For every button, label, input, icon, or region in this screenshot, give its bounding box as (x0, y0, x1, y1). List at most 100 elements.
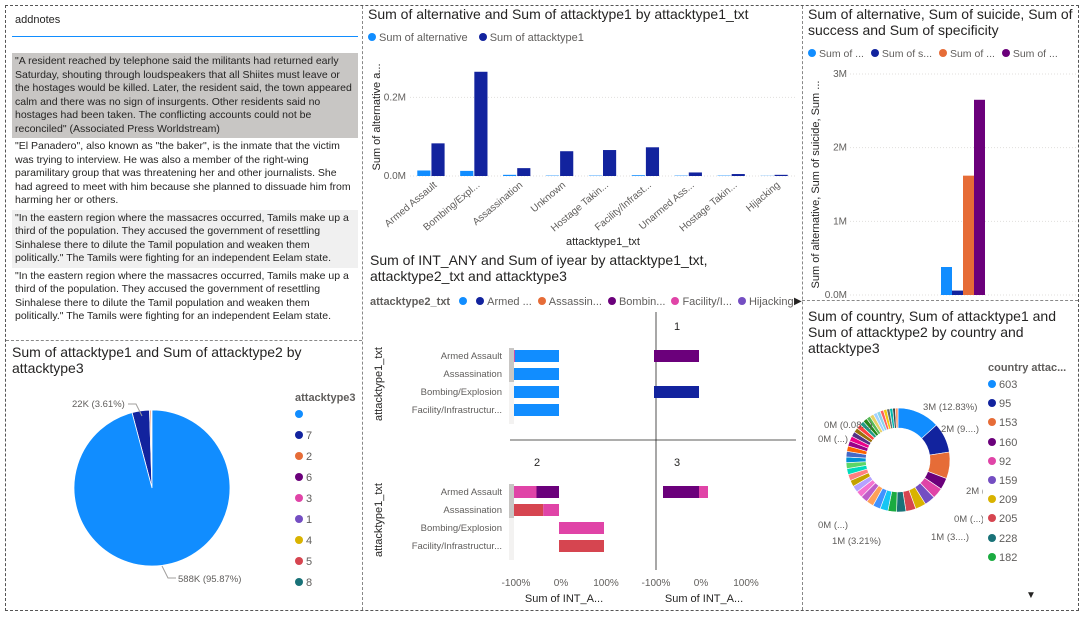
donut-legend: country attac... 603 95 153 160 92 159 209 205 2… (988, 362, 1066, 571)
bar-chart-plot[interactable]: 0.0M 1M 2M 3M Sum of alternative, Sum of sui… (808, 66, 1078, 302)
bar[interactable] (654, 386, 699, 398)
legend-dot-icon (478, 33, 487, 41)
legend-item[interactable]: Sum of alternative (368, 32, 468, 44)
bar[interactable] (603, 150, 617, 176)
scroll-down-icon[interactable]: ▼ (1026, 590, 1036, 601)
legend-item[interactable] (295, 409, 356, 430)
legend-item[interactable]: Sum of attacktype1 (478, 32, 584, 44)
legend-item[interactable]: Armed ... (476, 296, 532, 308)
bar[interactable] (688, 172, 702, 176)
legend-item[interactable]: 182 (988, 552, 1066, 571)
bar[interactable] (514, 386, 559, 398)
legend-item[interactable]: 159 (988, 475, 1066, 494)
scrollbar-thumb[interactable] (509, 484, 514, 518)
bar[interactable] (731, 174, 745, 176)
legend-item[interactable]: 3 (295, 493, 356, 514)
legend-item[interactable]: Sum of ... (938, 48, 995, 60)
bar[interactable] (514, 350, 559, 362)
table-row[interactable]: "El Panadero", also known as "the baker"… (15, 140, 351, 206)
data-label: 0M (...) (818, 434, 848, 445)
legend-dot-icon (607, 297, 616, 305)
legend-item[interactable]: 205 (988, 513, 1066, 532)
table-row[interactable]: "A resident reached by telephone said th… (12, 53, 358, 138)
bar[interactable] (536, 486, 560, 498)
legend-item[interactable]: 4 (295, 535, 356, 556)
bar[interactable] (514, 404, 559, 416)
legend-item[interactable]: 153 (988, 417, 1066, 436)
bar[interactable] (517, 168, 531, 176)
bar[interactable] (699, 486, 708, 498)
notes-table[interactable]: addnotes "A resident reached by telephon… (12, 10, 358, 340)
legend-item[interactable]: 92 (988, 456, 1066, 475)
bar[interactable] (474, 71, 488, 176)
bar[interactable] (774, 174, 788, 176)
donut-chart-plot[interactable]: 3M (12.83%) 2M (9....) 2M (8....) 0M (...) 1… (808, 398, 983, 588)
legend-item[interactable]: 8 (295, 577, 356, 598)
bar[interactable] (963, 175, 974, 295)
legend-item[interactable] (459, 296, 470, 308)
bar[interactable] (952, 290, 963, 295)
y-axis-title: Sum of alternative, Sum of suicide, Sum … (810, 81, 822, 289)
small-multiples-plot[interactable]: Armed Assault Assassination Bombing/Explos… (370, 308, 802, 608)
legend-item[interactable]: Bombin... (607, 296, 665, 308)
bar-chart-attacktype1[interactable]: Sum of alternative and Sum of attacktype… (368, 6, 798, 250)
legend-item[interactable]: 1 (295, 514, 356, 535)
bar[interactable] (559, 540, 604, 552)
legend-item[interactable]: 603 (988, 379, 1066, 398)
bar[interactable] (543, 504, 559, 516)
legend-item[interactable]: Hijacking (737, 296, 794, 308)
scrollbar[interactable] (509, 348, 514, 424)
y-tick-label: Assassination (443, 505, 502, 516)
table-row[interactable]: "In the eastern region where the massacr… (15, 269, 349, 323)
scrollbar[interactable] (509, 484, 514, 560)
bar[interactable] (631, 175, 645, 176)
bar[interactable] (974, 99, 985, 296)
bar[interactable] (431, 143, 445, 176)
legend-item[interactable]: Sum of ... (1001, 48, 1058, 60)
bar[interactable] (663, 486, 699, 498)
bar[interactable] (417, 170, 431, 176)
legend-item[interactable]: 2 (295, 451, 356, 472)
bar[interactable] (941, 267, 952, 295)
table-row[interactable]: "In the eastern region where the massacr… (12, 209, 358, 268)
bar[interactable] (645, 147, 660, 176)
bar[interactable] (654, 350, 699, 362)
y-tick-label: Assassination (443, 369, 502, 380)
legend-item[interactable]: 7 (295, 430, 356, 451)
pie-chart-attacktype3[interactable]: Sum of attacktype1 and Sum of attacktype… (12, 344, 360, 608)
legend-item[interactable]: 209 (988, 494, 1066, 513)
pie-slice[interactable] (73, 409, 231, 567)
legend-item[interactable]: 160 (988, 437, 1066, 456)
legend-next-icon[interactable]: ▶ (794, 296, 802, 307)
bar[interactable] (460, 170, 474, 176)
legend-item[interactable]: Sum of ... (808, 48, 864, 60)
chart-title: Sum of country, Sum of attacktype1 and S… (808, 308, 1056, 356)
bar[interactable] (503, 174, 517, 176)
bar-chart-summary[interactable]: Sum of alternative, Sum of suicide, Sum … (808, 6, 1078, 302)
bar[interactable] (514, 350, 515, 362)
legend-item[interactable]: Assassin... (537, 296, 602, 308)
legend-item[interactable]: 95 (988, 398, 1066, 417)
legend-dot-icon (476, 297, 485, 305)
pie-chart-plot[interactable]: 22K (3.61%) 588K (95.87%) (12, 378, 282, 608)
legend-dot-icon (737, 297, 746, 305)
donut-slice[interactable] (894, 407, 899, 429)
legend-dot-icon (988, 399, 996, 408)
legend-item[interactable]: 5 (295, 556, 356, 577)
scrollbar-thumb[interactable] (509, 348, 514, 382)
data-label: 3M (12.83%) (923, 402, 977, 413)
small-multiples-chart[interactable]: Sum of INT_ANY and Sum of iyear by attac… (370, 252, 802, 608)
legend-item[interactable]: 6 (295, 472, 356, 493)
bar[interactable] (559, 522, 604, 534)
data-label: 588K (95.87%) (178, 574, 241, 585)
table-header[interactable]: addnotes (12, 10, 358, 37)
bar[interactable] (514, 368, 559, 380)
legend-item[interactable]: 228 (988, 533, 1066, 552)
legend-item[interactable]: Sum of s... (870, 48, 932, 60)
bar[interactable] (560, 151, 574, 176)
bar[interactable] (514, 486, 537, 498)
bar[interactable] (514, 504, 544, 516)
donut-chart-country[interactable]: Sum of country, Sum of attacktype1 and S… (808, 308, 1078, 608)
legend-item[interactable]: Facility/I... (671, 296, 732, 308)
